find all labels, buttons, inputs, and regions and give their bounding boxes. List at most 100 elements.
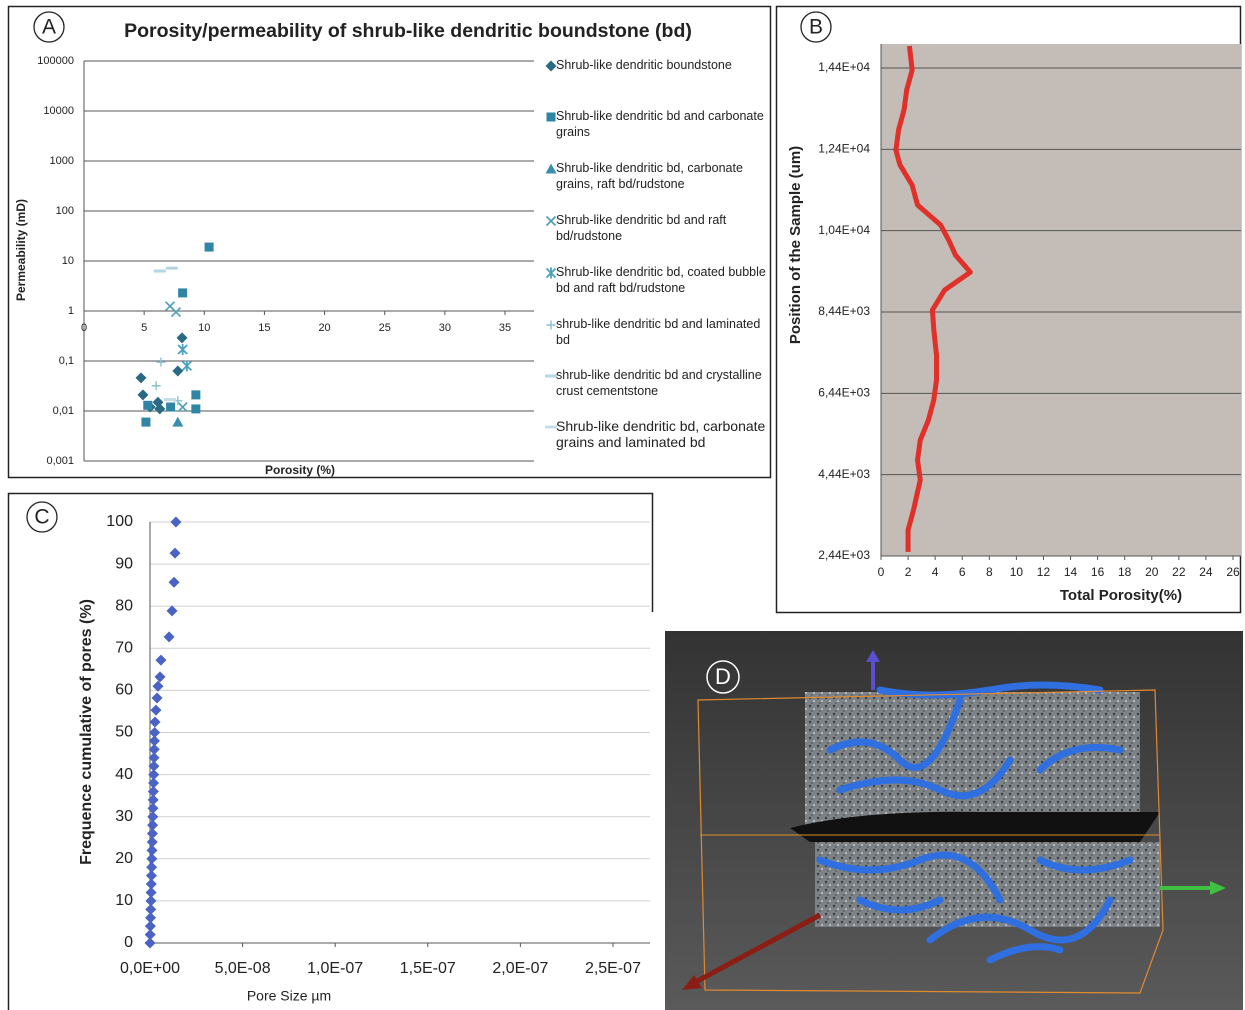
y-tick-label: 100 xyxy=(56,205,74,217)
y-tick-label: 40 xyxy=(115,766,133,783)
legend-entry: Shrub-like dendritic bd and raft bd/ruds… xyxy=(556,212,770,264)
marker-square xyxy=(141,418,150,427)
legend-marker xyxy=(547,321,556,330)
x-axis-title: Total Porosity(%) xyxy=(1060,587,1182,604)
marker-dash xyxy=(164,398,176,401)
x-tick-label: 16 xyxy=(1091,565,1105,579)
y-tick-label: 100 xyxy=(106,513,133,530)
panel-label: C xyxy=(34,506,49,529)
y-tick-label: 50 xyxy=(115,724,133,741)
y-tick-label: 20 xyxy=(115,850,133,867)
x-tick-label: 4 xyxy=(932,565,939,579)
legend-marker xyxy=(547,113,556,122)
y-tick-label: 10000 xyxy=(43,105,74,117)
y-tick-label: 2,44E+03 xyxy=(818,548,870,562)
y-tick-label: 1,04E+04 xyxy=(818,223,870,237)
legend-marker xyxy=(547,268,556,279)
y-tick-label: 0,1 xyxy=(59,355,74,367)
legend-label: shrub-like dendritic bd and crystalline … xyxy=(556,367,770,399)
y-tick-label: 1 xyxy=(68,305,74,317)
x-tick-label: 35 xyxy=(499,322,511,334)
x-tick-label: 0 xyxy=(878,565,885,579)
y-tick-label: 1,44E+04 xyxy=(818,60,870,74)
x-tick-label: 26 xyxy=(1226,565,1240,579)
marker-plus xyxy=(152,381,161,390)
x-tick-label: 6 xyxy=(959,565,966,579)
x-tick-label: 20 xyxy=(1145,565,1159,579)
marker-diamond xyxy=(169,577,180,588)
legend-entry: Shrub-like dendritic bd, carbonate grain… xyxy=(556,160,770,212)
marker-triangle xyxy=(172,417,183,427)
marker-diamond xyxy=(164,631,175,642)
legend-label: Shrub-like dendritic bd, coated bubble b… xyxy=(556,264,770,296)
y-tick-label: 90 xyxy=(115,555,133,572)
y-axis-title: Permeability (mD) xyxy=(14,199,28,301)
marker-diamond xyxy=(152,692,163,703)
legend-entry: Shrub-like dendritic bd, carbonate grain… xyxy=(556,418,770,470)
x-tick-label: 1,5E-07 xyxy=(400,960,456,977)
marker-square xyxy=(191,390,200,399)
x-tick-label: 18 xyxy=(1118,565,1132,579)
legend-label: Shrub-like dendritic bd and raft bd/ruds… xyxy=(556,212,770,244)
y-tick-label: 70 xyxy=(115,640,133,657)
marker-x xyxy=(172,308,181,317)
plot-background xyxy=(881,44,1241,556)
legend-label: Shrub-like dendritic bd, carbonate grain… xyxy=(556,160,770,192)
y-axis-title: Position of the Sample (um) xyxy=(787,146,804,344)
x-tick-label: 14 xyxy=(1064,565,1078,579)
marker-diamond xyxy=(150,716,161,727)
y-tick-label: 0,001 xyxy=(46,455,74,467)
marker-diamond xyxy=(172,366,183,377)
marker-diamond xyxy=(150,705,161,716)
legend-entry: Shrub-like dendritic bd and carbonate gr… xyxy=(556,108,770,160)
marker-square xyxy=(191,404,200,413)
y-tick-label: 6,44E+03 xyxy=(818,386,870,400)
x-tick-label: 30 xyxy=(439,322,451,334)
marker-diamond xyxy=(167,605,178,616)
y-tick-label: 10 xyxy=(115,892,133,909)
x-tick-label: 8 xyxy=(986,565,993,579)
x-tick-label: 5,0E-08 xyxy=(215,960,271,977)
marker-diamond xyxy=(136,372,147,383)
marker-square xyxy=(166,403,175,412)
figure: D A Porosity/permeability of shrub-like d… xyxy=(0,0,1245,1010)
legend-entry: shrub-like dendritic bd and laminated bd xyxy=(556,316,770,368)
marker-x xyxy=(178,403,187,412)
x-tick-label: 15 xyxy=(258,322,270,334)
y-tick-label: 1000 xyxy=(50,155,74,167)
x-tick-label: 5 xyxy=(141,322,147,334)
legend-label: Shrub-like dendritic bd and carbonate gr… xyxy=(556,108,770,140)
x-tick-label: 2 xyxy=(905,565,912,579)
marker-square xyxy=(143,401,152,410)
legend-entry: shrub-like dendritic bd and crystalline … xyxy=(556,367,770,419)
panel-label: D xyxy=(715,664,731,689)
y-tick-label: 60 xyxy=(115,682,133,699)
legend-entry: Shrub-like dendritic bd, coated bubble b… xyxy=(556,264,770,316)
marker-plus xyxy=(156,358,165,367)
legend-label: Shrub-like dendritic boundstone xyxy=(556,57,770,73)
y-tick-label: 0,01 xyxy=(53,405,74,417)
x-tick-label: 12 xyxy=(1037,565,1051,579)
chart-title: Porosity/permeability of shrub-like dend… xyxy=(124,20,692,42)
x-axis-title: Porosity (%) xyxy=(265,463,335,477)
x-tick-label: 24 xyxy=(1199,565,1213,579)
x-tick-label: 0,0E+00 xyxy=(120,960,180,977)
y-tick-label: 100000 xyxy=(37,55,74,67)
x-tick-label: 20 xyxy=(318,322,330,334)
x-tick-label: 22 xyxy=(1172,565,1186,579)
y-tick-label: 0 xyxy=(124,934,133,951)
marker-dash xyxy=(154,270,166,273)
y-axis-title: Frequence cumulative of pores (%) xyxy=(78,599,95,865)
x-tick-label: 1,0E-07 xyxy=(307,960,363,977)
panel-label: A xyxy=(42,16,56,39)
marker-asterisk xyxy=(178,344,187,355)
marker-diamond xyxy=(137,389,148,400)
legend-entry: Shrub-like dendritic boundstone xyxy=(556,57,770,109)
x-tick-label: 25 xyxy=(379,322,391,334)
x-axis-title: Pore Size µm xyxy=(247,988,331,1004)
x-tick-label: 0 xyxy=(81,322,87,334)
panel-label: B xyxy=(809,16,823,39)
marker-dash xyxy=(166,267,178,270)
x-tick-label: 10 xyxy=(198,322,210,334)
marker-diamond xyxy=(155,671,166,682)
